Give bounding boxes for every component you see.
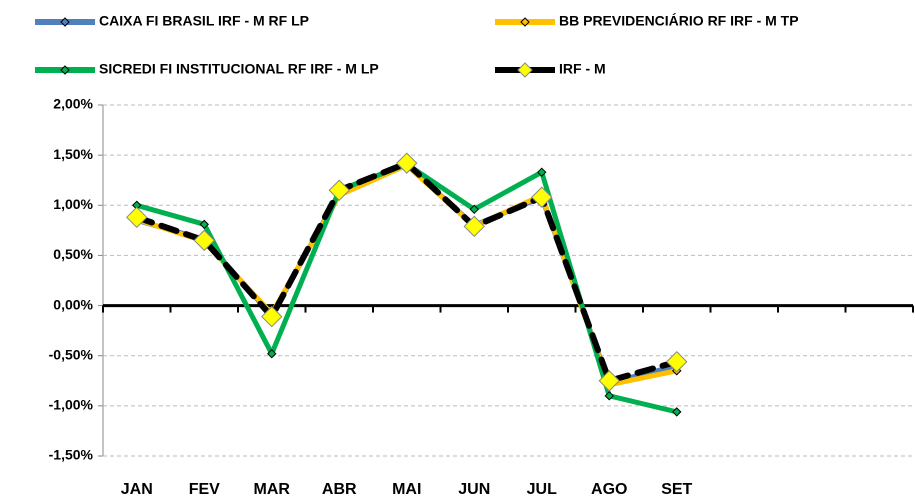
series-line	[134, 161, 680, 415]
data-point	[328, 179, 350, 201]
y-tick-label: 1,50%	[53, 146, 93, 162]
data-point	[261, 305, 283, 328]
legend-marker	[520, 17, 530, 27]
series-line	[133, 160, 680, 384]
legend-label: SICREDI FI INSTITUCIONAL RF IRF - M LP	[99, 61, 379, 77]
y-tick-label: -0,50%	[49, 346, 94, 362]
data-point	[396, 152, 418, 174]
legend-marker	[60, 65, 70, 75]
y-tick-label: 1,00%	[53, 196, 93, 212]
data-point	[672, 407, 682, 417]
data-point	[126, 206, 148, 229]
data-point	[193, 229, 215, 252]
data-point	[666, 351, 688, 373]
data-point	[537, 167, 547, 177]
data-point	[199, 219, 209, 230]
x-tick-label: FEV	[189, 481, 220, 498]
legend-label: BB PREVIDENCIÁRIO RF IRF - M TP	[559, 13, 799, 29]
x-tick-label: JUN	[458, 481, 490, 498]
data-point	[531, 186, 553, 208]
y-tick-label: 0,50%	[53, 246, 93, 262]
x-tick-label: JAN	[121, 481, 153, 498]
data-point	[463, 215, 485, 238]
legend-label: CAIXA FI BRASIL IRF - M RF LP	[99, 13, 309, 29]
y-tick-label: 0,00%	[53, 296, 93, 312]
x-tick-label: ABR	[322, 481, 357, 498]
x-tick-label: MAR	[254, 481, 291, 498]
x-tick-label: JUL	[527, 481, 557, 498]
data-point	[604, 391, 614, 401]
data-point	[469, 204, 479, 215]
x-tick-label: AGO	[591, 481, 627, 498]
x-tick-label: SET	[661, 481, 692, 498]
legend-marker	[60, 17, 70, 27]
y-tick-label: -1,00%	[49, 397, 94, 413]
legend-marker	[517, 62, 533, 78]
x-tick-label: MAI	[392, 481, 421, 498]
legend-label: IRF - M	[559, 61, 606, 77]
data-point	[267, 349, 277, 359]
data-point	[598, 370, 620, 392]
y-tick-label: 2,00%	[53, 96, 93, 112]
y-tick-label: -1,50%	[49, 447, 94, 463]
